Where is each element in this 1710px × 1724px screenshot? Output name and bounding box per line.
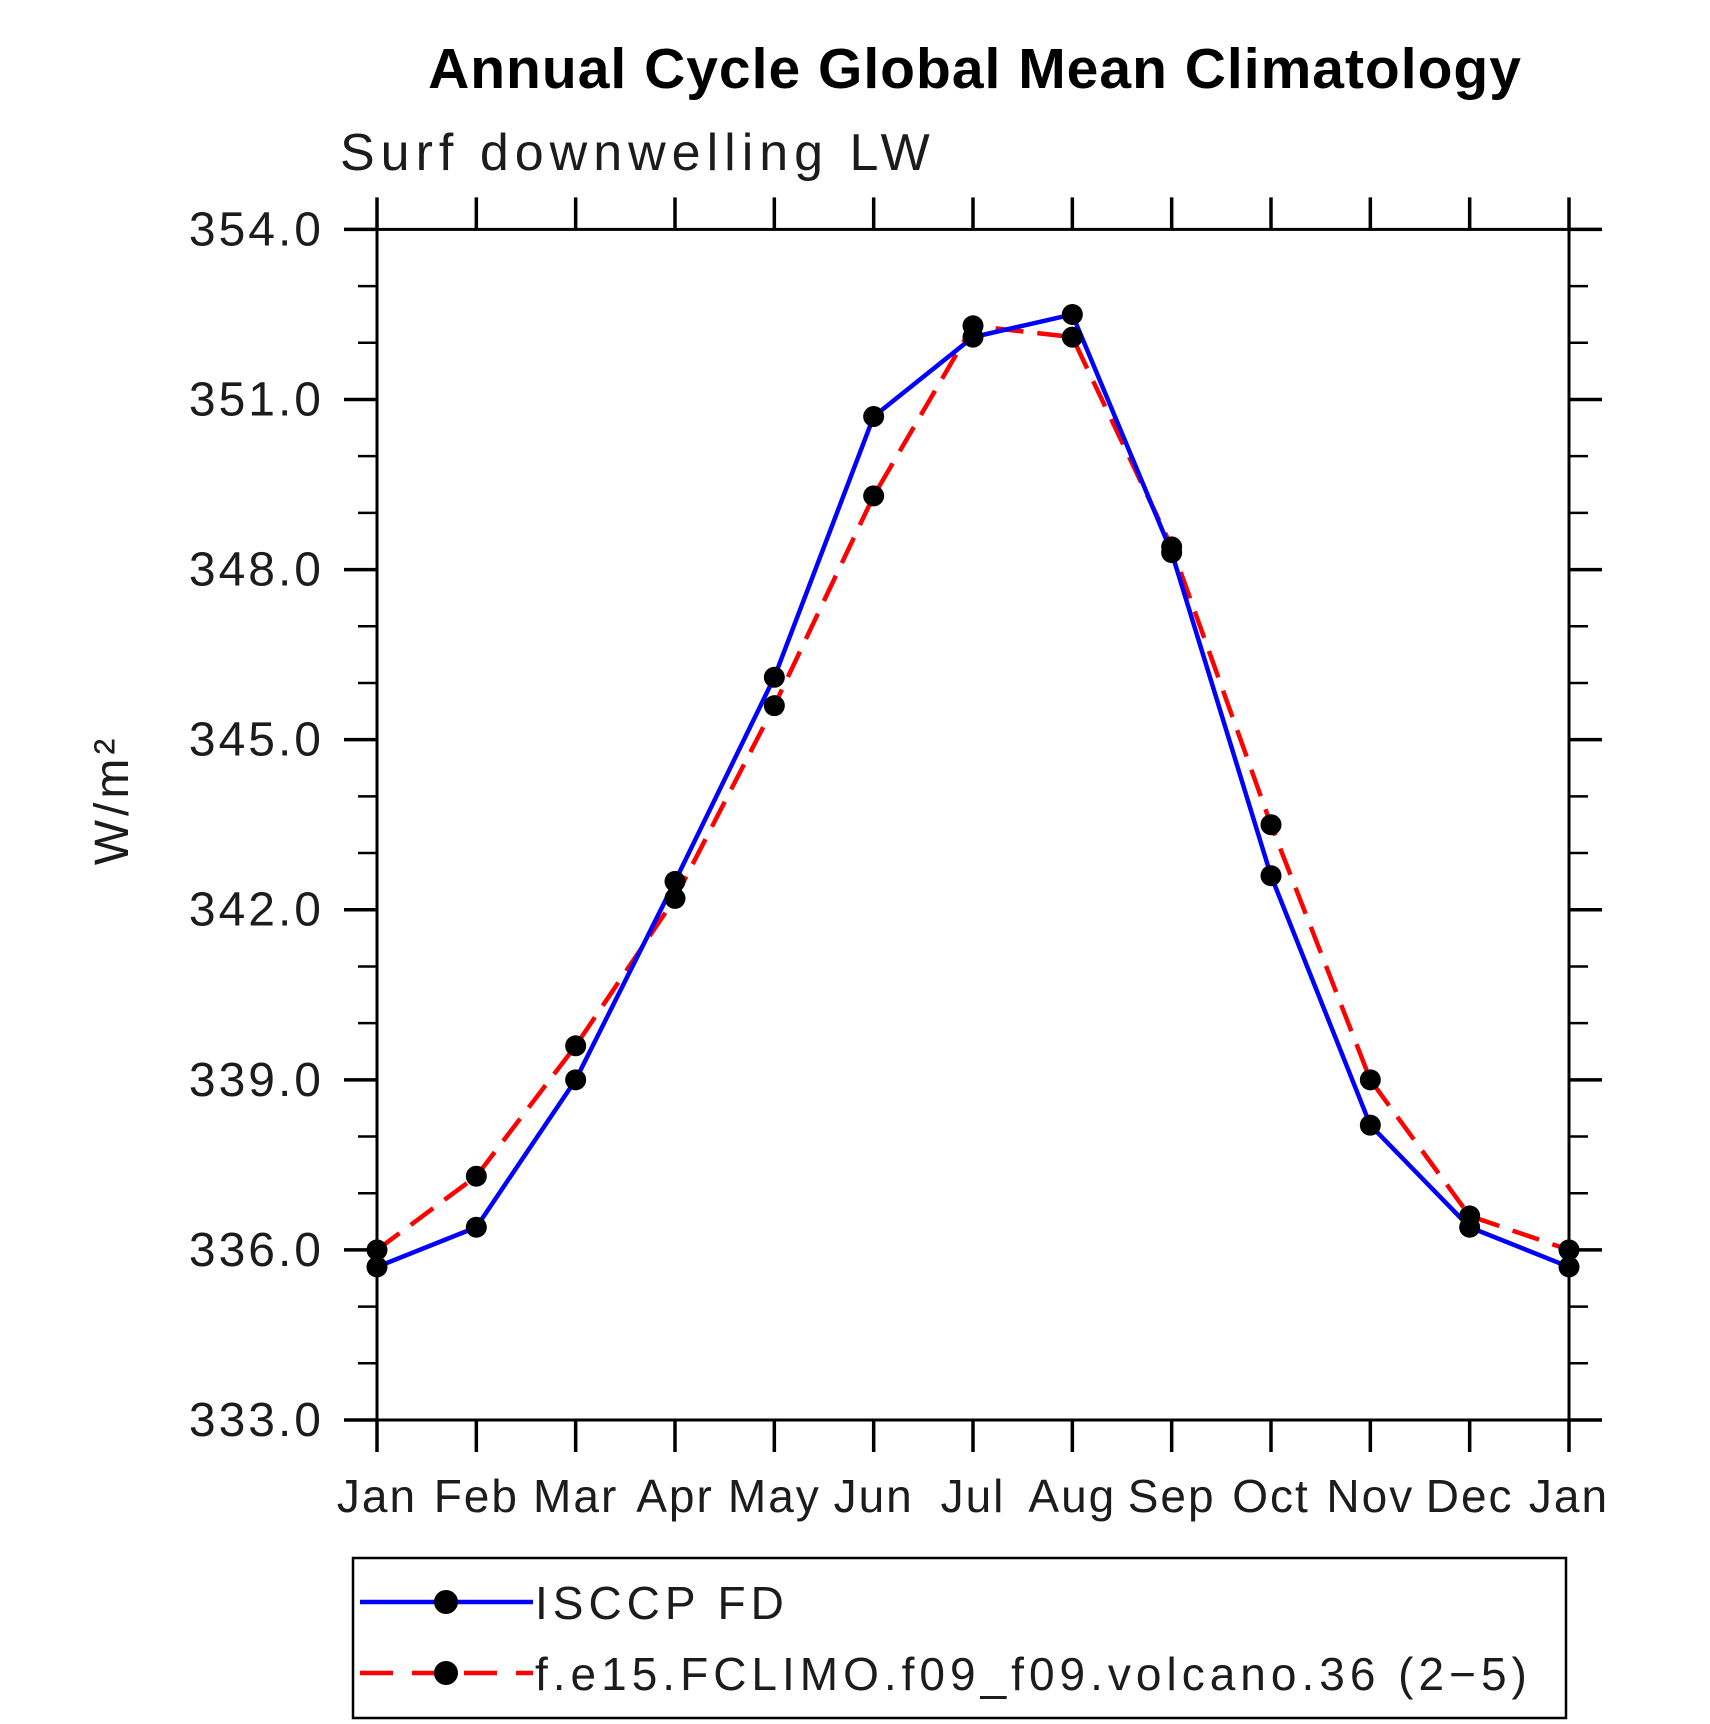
data-point-marker	[763, 695, 785, 717]
legend-box	[351, 1556, 1568, 1720]
legend-marker-dot	[434, 1590, 458, 1614]
legend-label: f.e15.FCLIMO.f09_f09.volcano.36 (2−5)	[535, 1648, 1532, 1700]
plot-frame	[375, 227, 1571, 1422]
x-tick-label: Jun	[834, 1470, 914, 1522]
data-point-marker	[1359, 1069, 1381, 1091]
y-tick-label: 336.0	[189, 1224, 324, 1277]
x-tick-label: Feb	[434, 1470, 519, 1522]
legend-marker-dot	[434, 1661, 458, 1685]
x-tick-label: Nov	[1326, 1470, 1414, 1522]
data-point-marker	[863, 485, 885, 507]
x-tick-label: Oct	[1232, 1470, 1310, 1522]
y-axis-tick-labels: 333.0 336.0 339.0 342.0 345.0 348.0 351.0 354.0	[189, 203, 324, 1447]
data-point-marker	[1459, 1205, 1481, 1227]
x-axis-tick-labels: Jan Feb Mar Apr May Jun Jul Aug Sep Oct Nov Dec Jan	[337, 1470, 1609, 1522]
x-tick-label: Jul	[941, 1470, 1006, 1522]
y-tick-label: 342.0	[189, 884, 324, 937]
data-point-marker	[366, 1239, 388, 1261]
data-point-marker	[465, 1216, 487, 1238]
x-tick-label: Dec	[1426, 1470, 1514, 1522]
data-point-marker	[1161, 536, 1183, 558]
data-point-marker	[565, 1069, 587, 1091]
legend-entry-isccp-fd: ISCCP FD	[360, 1577, 789, 1629]
x-tick-label: Sep	[1128, 1470, 1216, 1522]
y-axis-title: W/m²	[86, 735, 139, 866]
series-markers-isccp-fd	[366, 303, 1580, 1278]
data-point-marker	[1260, 814, 1282, 836]
data-point-marker	[465, 1165, 487, 1187]
series-markers-model	[366, 315, 1580, 1261]
x-tick-label: Aug	[1028, 1470, 1116, 1522]
y-tick-label: 339.0	[189, 1054, 324, 1107]
plot-area: 333.0 336.0 339.0 342.0 345.0 348.0 351.0 354.0…	[189, 197, 1609, 1522]
data-point-marker	[1061, 303, 1083, 325]
y-tick-label: 345.0	[189, 714, 324, 767]
x-tick-label: Jan	[1529, 1470, 1609, 1522]
legend-entry-model: f.e15.FCLIMO.f09_f09.volcano.36 (2−5)	[360, 1648, 1532, 1700]
data-point-marker	[1359, 1114, 1381, 1136]
data-point-marker	[863, 405, 885, 427]
legend-label: ISCCP FD	[535, 1577, 789, 1629]
x-tick-label: Mar	[533, 1470, 618, 1522]
series-line-isccp-fd	[376, 311, 1570, 1270]
data-point-marker	[1558, 1256, 1580, 1278]
data-point-marker	[1558, 1239, 1580, 1261]
data-point-marker	[664, 870, 686, 892]
y-tick-label: 348.0	[189, 544, 324, 597]
data-point-marker	[366, 1256, 388, 1278]
x-tick-label: Jan	[337, 1470, 417, 1522]
data-point-marker	[664, 887, 686, 909]
x-tick-label: Apr	[636, 1470, 714, 1522]
y-tick-label: 333.0	[189, 1394, 324, 1447]
data-point-marker	[962, 315, 984, 337]
y-axis-ticks	[344, 227, 1602, 1422]
data-point-marker	[763, 666, 785, 688]
chart-title: Annual Cycle Global Mean Climatology	[428, 37, 1522, 101]
data-point-marker	[1260, 865, 1282, 887]
x-tick-label: May	[728, 1470, 821, 1522]
data-point-marker	[565, 1035, 587, 1057]
legend: ISCCP FD f.e15.FCLIMO.f09_f09.volcano.36 …	[351, 1556, 1568, 1720]
y-tick-label: 354.0	[189, 203, 324, 256]
y-tick-label: 351.0	[189, 373, 324, 426]
chart-subtitle: Surf downwelling LW	[340, 124, 936, 182]
x-axis-ticks	[375, 197, 1571, 1452]
data-point-marker	[1061, 326, 1083, 348]
